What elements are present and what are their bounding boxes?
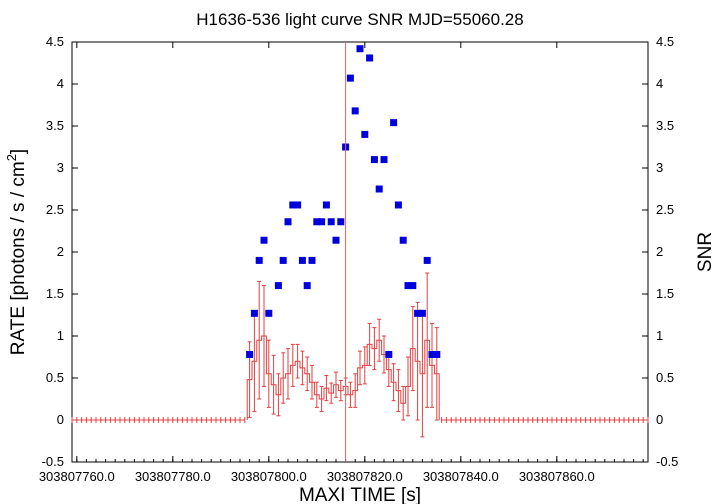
y-tick-label-left: 2.5 <box>46 202 64 217</box>
y-tick-label-right: -0.5 <box>656 454 678 469</box>
x-tick-label: 303807800.0 <box>231 469 307 484</box>
snr-point <box>279 256 287 264</box>
x-tick-label: 303807780.0 <box>135 469 211 484</box>
snr-series <box>246 45 441 358</box>
snr-point <box>390 119 398 127</box>
snr-point <box>318 218 326 226</box>
y-tick-label-left: -0.5 <box>42 454 64 469</box>
snr-point <box>313 218 321 226</box>
snr-point <box>375 185 383 193</box>
tick-marks <box>72 41 648 463</box>
y-tick-label-left: 1.5 <box>46 286 64 301</box>
snr-point <box>433 350 441 358</box>
y-tick-label-right: 2 <box>656 244 663 259</box>
y-tick-label-left: 4.5 <box>46 34 64 49</box>
snr-point <box>284 218 292 226</box>
snr-point <box>404 282 412 290</box>
snr-point <box>385 350 393 358</box>
snr-point <box>289 201 297 209</box>
y-tick-label-right: 0 <box>656 412 663 427</box>
snr-point <box>370 156 378 164</box>
snr-point <box>303 282 311 290</box>
y-axis-label-left: RATE [photons / s / cm2] <box>4 149 29 355</box>
y-tick-label-left: 3.5 <box>46 118 64 133</box>
y-tick-label-left: 0.5 <box>46 370 64 385</box>
snr-point <box>346 74 354 82</box>
snr-point <box>327 218 335 226</box>
snr-point <box>380 156 388 164</box>
y-tick-labels-left: -0.5 0 0.5 1 1.5 2 2.5 3 3.5 4 4.5 <box>42 34 64 469</box>
snr-point <box>366 54 374 62</box>
snr-point <box>255 256 263 264</box>
snr-point <box>274 282 282 290</box>
snr-point <box>294 201 302 209</box>
x-tick-label: 303807760.0 <box>39 469 115 484</box>
y-tick-labels-right: -0.5 0 0.5 1 1.5 2 2.5 3 3.5 4 4.5 <box>656 34 678 469</box>
snr-point <box>308 256 316 264</box>
y-tick-label-right: 0.5 <box>656 370 674 385</box>
snr-point <box>399 236 407 244</box>
snr-point <box>250 309 258 317</box>
snr-point <box>298 256 306 264</box>
snr-point <box>260 236 268 244</box>
y-tick-label-left: 0 <box>57 412 64 427</box>
plot-frame <box>71 41 649 463</box>
x-axis-label: MAXI TIME [s] <box>299 485 421 504</box>
snr-point <box>409 282 417 290</box>
snr-point <box>356 45 364 53</box>
snr-point <box>361 130 369 138</box>
y-tick-label-right: 3.5 <box>656 118 674 133</box>
y-tick-label-left: 1 <box>57 328 64 343</box>
snr-point <box>322 201 330 209</box>
y-tick-label-left: 2 <box>57 244 64 259</box>
y-tick-label-left: 4 <box>57 76 64 91</box>
snr-point <box>394 201 402 209</box>
snr-point <box>414 309 422 317</box>
snr-point <box>418 309 426 317</box>
y-tick-label-right: 1 <box>656 328 663 343</box>
snr-point <box>246 350 254 358</box>
x-tick-label: 303807840.0 <box>423 469 499 484</box>
snr-point <box>423 256 431 264</box>
y-tick-label-right: 4.5 <box>656 34 674 49</box>
x-tick-labels: 303807760.0 303807780.0 303807800.0 3038078… <box>39 469 595 484</box>
chart-title: H1636-536 light curve SNR MJD=55060.28 <box>196 10 523 29</box>
y-tick-label-right: 4 <box>656 76 663 91</box>
snr-point <box>428 350 436 358</box>
y-tick-label-left: 3 <box>57 160 64 175</box>
y-tick-label-right: 1.5 <box>656 286 674 301</box>
snr-point <box>332 236 340 244</box>
y-tick-label-right: 2.5 <box>656 202 674 217</box>
snr-point <box>351 107 359 115</box>
y-tick-label-right: 3 <box>656 160 663 175</box>
snr-point <box>265 309 273 317</box>
rate-histogram <box>246 335 440 420</box>
x-tick-label: 303807860.0 <box>519 469 595 484</box>
rate-series <box>71 272 649 438</box>
snr-point <box>337 218 345 226</box>
y-axis-label-right: SNR <box>695 232 716 272</box>
x-tick-label: 303807820.0 <box>327 469 403 484</box>
